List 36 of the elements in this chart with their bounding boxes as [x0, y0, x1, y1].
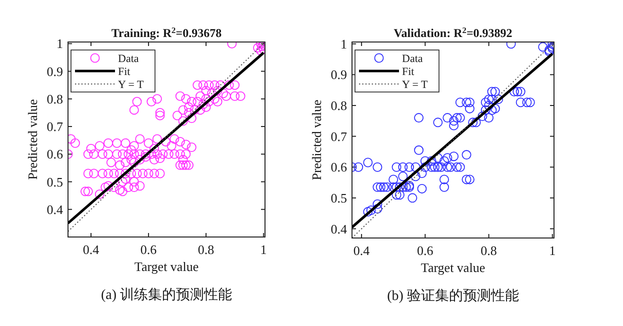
x-axis-title: Target value — [134, 259, 199, 274]
legend-label: Y = T — [402, 79, 428, 91]
y-axis-title: Predicted value — [309, 100, 324, 180]
legend-label: Data — [402, 53, 423, 65]
chart-title: Training: R$^{2}$=0.93678 — [111, 26, 222, 40]
y-tick-label: 0.9 — [330, 67, 347, 82]
y-tick-label: 0.8 — [330, 98, 347, 113]
chart-title: Validation: R$^{2}$=0.93892 — [394, 26, 512, 40]
y-tick-label: 0.8 — [46, 91, 63, 106]
legend-label: Data — [118, 53, 139, 65]
x-tick-label: 0.8 — [198, 242, 214, 257]
x-tick-label: 0.6 — [417, 243, 434, 258]
y-tick-label: 0.7 — [330, 128, 348, 144]
legend-label: Fit — [402, 66, 414, 78]
y-tick-label: 0.6 — [330, 160, 348, 175]
y-tick-label: 1 — [56, 36, 63, 52]
y-tick-label: 0.5 — [46, 174, 63, 190]
y-tick-label: 0.7 — [46, 119, 64, 134]
legend-label: Fit — [118, 66, 130, 78]
x-tick-label: 0.6 — [140, 242, 158, 257]
y-tick-label: 0.4 — [330, 221, 348, 236]
y-tick-label: 0.6 — [46, 146, 64, 162]
x-tick-label: 0.4 — [353, 243, 370, 258]
x-tick-label: 0.4 — [82, 242, 100, 257]
y-tick-label: 0.5 — [330, 190, 347, 206]
y-tick-label: 1 — [340, 36, 347, 52]
x-tick-label: 1 — [549, 243, 556, 258]
y-tick-label: 0.4 — [46, 202, 64, 217]
text: (a) 训练集的预测性能 — [100, 287, 232, 303]
text: (b) 验证集的预测性能 — [387, 288, 519, 304]
legend-label: Y = T — [118, 79, 144, 91]
y-axis-title: Predicted value — [25, 99, 40, 180]
x-tick-label: 1 — [260, 242, 267, 257]
x-axis-title: Target value — [420, 260, 486, 275]
x-tick-label: 0.8 — [480, 243, 497, 258]
y-tick-label: 0.9 — [46, 64, 63, 79]
